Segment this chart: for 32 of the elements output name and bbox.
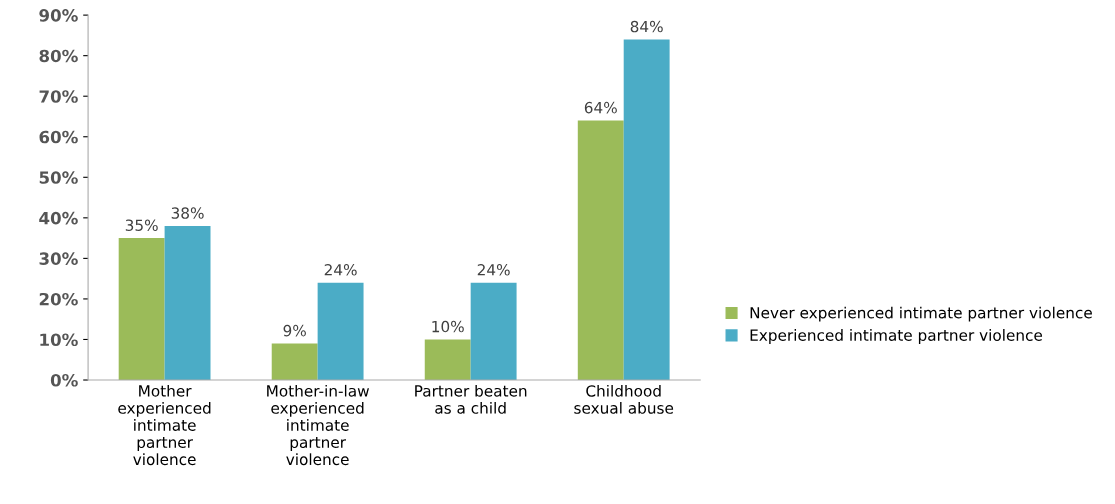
y-tick-label: 40%: [39, 211, 78, 225]
y-tick-label: 30%: [39, 252, 78, 265]
bar: [164, 225, 211, 381]
x-tick-label: Childhood sexual abuse: [574, 384, 674, 414]
bar: [470, 282, 517, 381]
y-tick-label: 0%: [50, 373, 78, 387]
y-tick-label: 20%: [39, 292, 78, 306]
data-label: 10%: [432, 320, 464, 333]
y-tick-label: 90%: [39, 9, 78, 22]
data-label: 24%: [477, 264, 510, 276]
x-tick-label: Mother-in-law experienced intimate partner violence: [267, 384, 369, 466]
y-tick-label: 60%: [39, 130, 78, 144]
bar: [271, 343, 318, 381]
data-label: 35%: [125, 219, 158, 231]
data-label: 38%: [171, 207, 204, 219]
y-tick-label: 10%: [40, 333, 78, 347]
legend-label: Experienced intimate partner violence: [750, 329, 1043, 344]
bar: [424, 339, 471, 381]
bar: [317, 282, 364, 381]
x-tick-label: Mother experienced intimate partner violence: [118, 384, 211, 466]
legend-label: Never experienced intimate partner violence: [750, 306, 1092, 322]
data-label: 84%: [630, 20, 663, 33]
y-tick-label: 50%: [39, 171, 78, 184]
bar: [577, 120, 624, 381]
data-label: 24%: [324, 264, 357, 276]
x-tick-label: Partner beaten as a child: [415, 384, 527, 414]
bar: [118, 238, 165, 381]
y-tick-label: 70%: [39, 90, 78, 103]
data-label: 9%: [283, 324, 306, 337]
y-tick-label: 80%: [39, 49, 78, 63]
bar: [623, 39, 670, 381]
data-label: 64%: [584, 101, 617, 114]
